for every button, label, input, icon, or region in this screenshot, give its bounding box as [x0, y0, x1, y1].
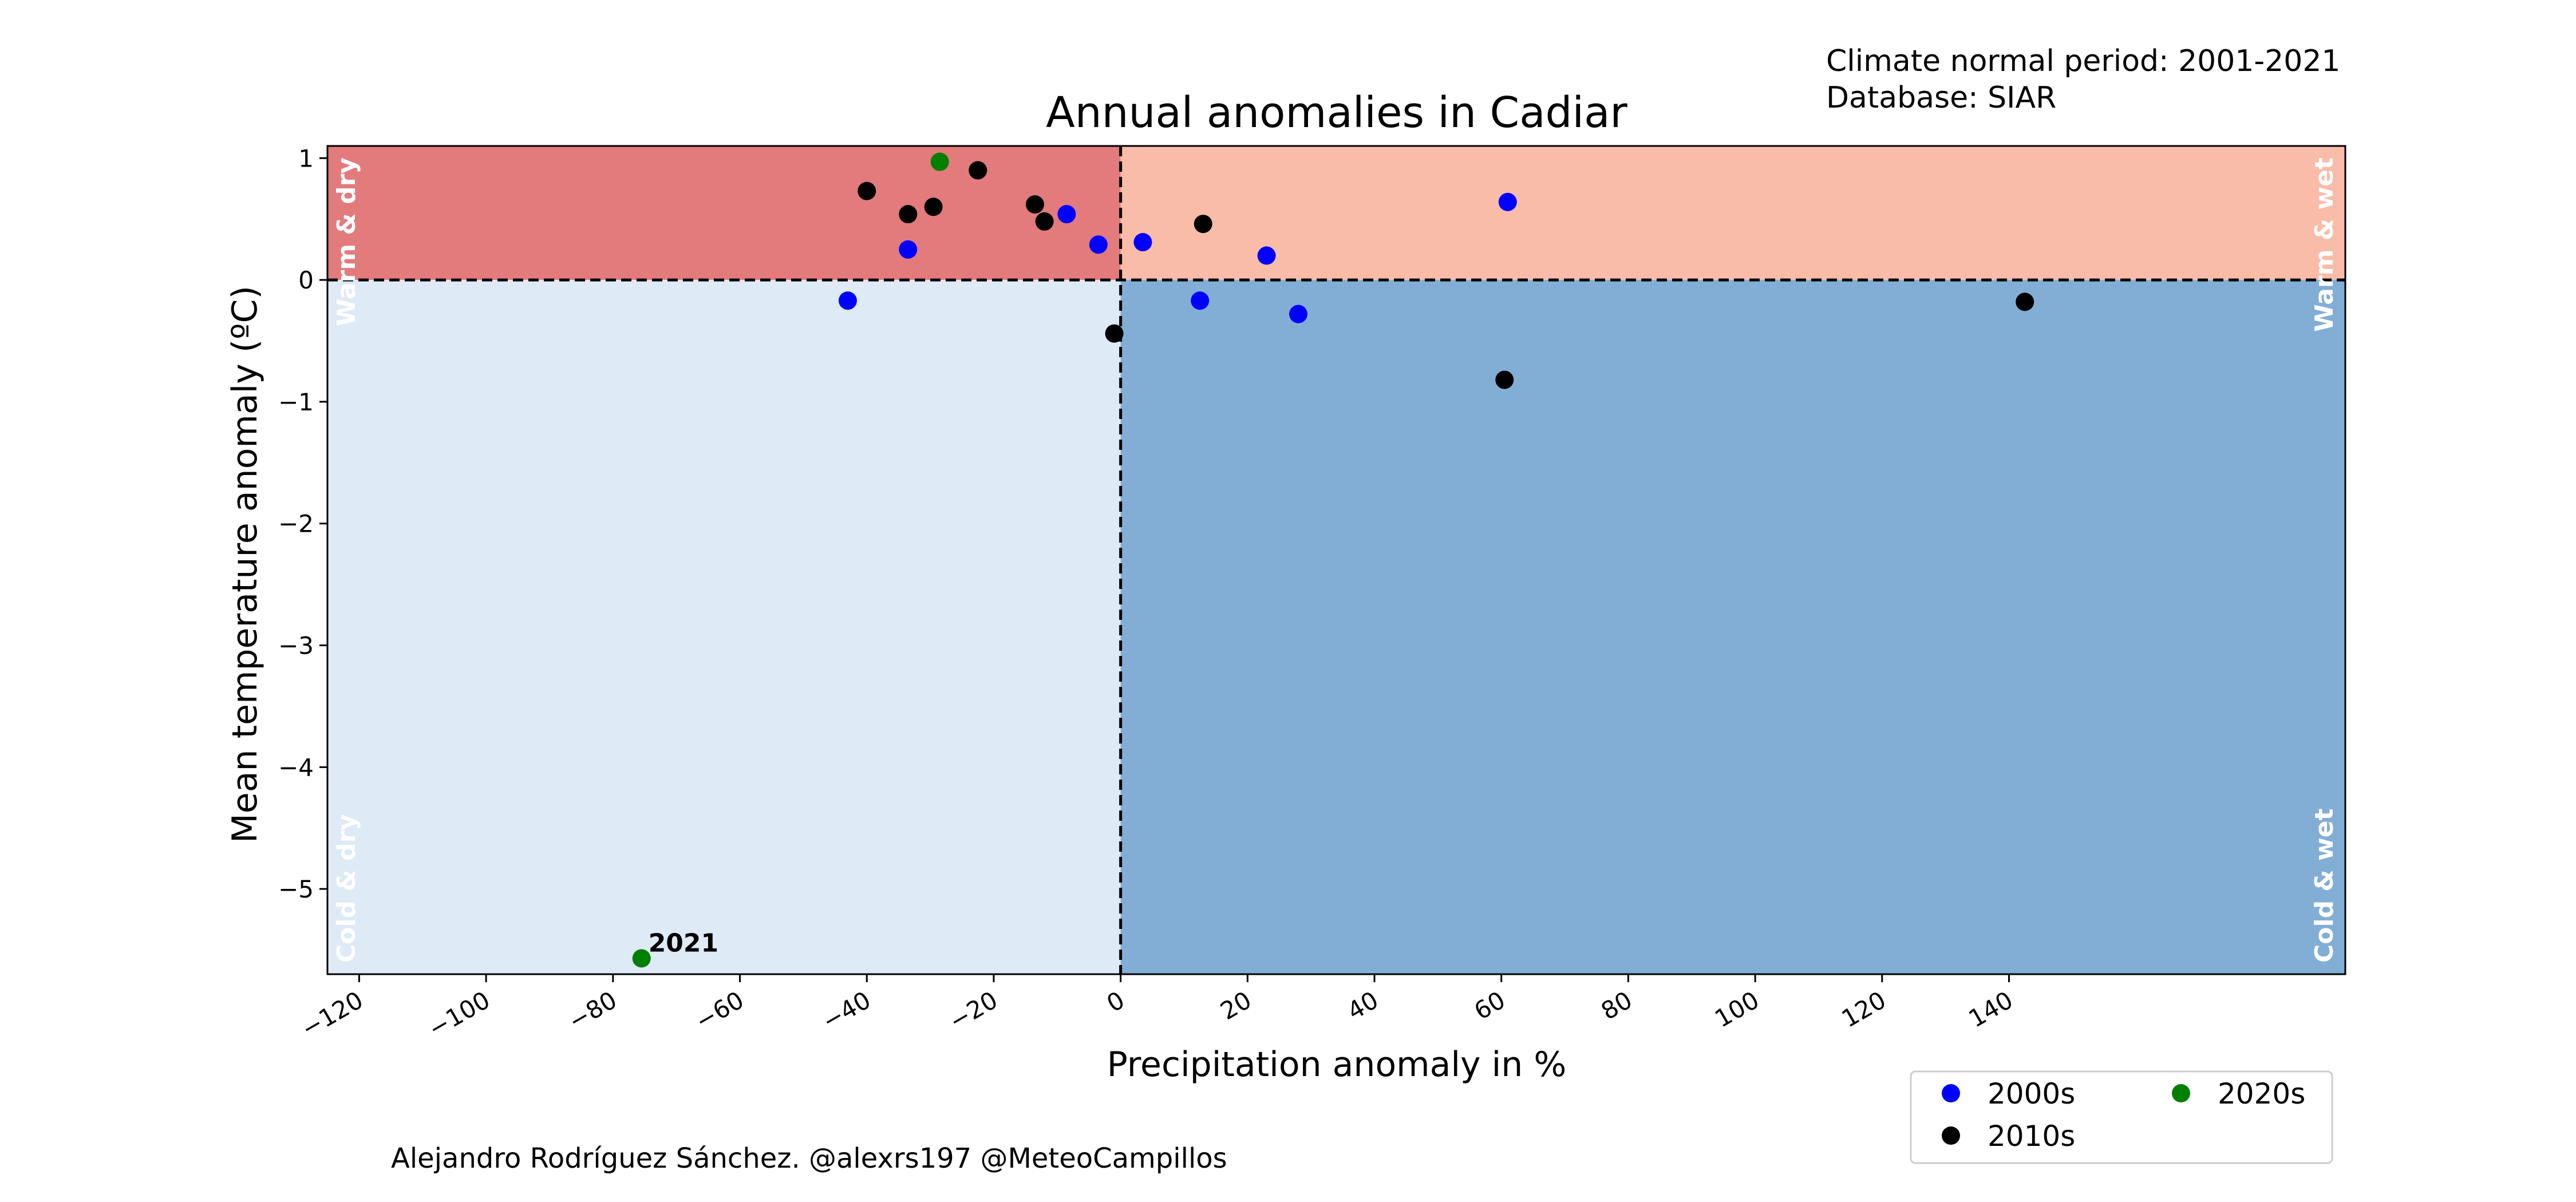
data-point-2000s: [1133, 233, 1152, 252]
x-tick-label: 60: [1469, 986, 1510, 1025]
data-point-2010s: [858, 181, 876, 200]
data-point-2000s: [1191, 291, 1210, 310]
x-tick-label: 120: [1837, 986, 1891, 1033]
point-label: 2021: [649, 928, 718, 958]
data-point-2000s: [1498, 192, 1517, 211]
legend-label-2010s: 2010s: [1988, 1120, 2075, 1153]
y-tick-label: −4: [278, 753, 314, 781]
y-axis-label: Mean temperature anomaly (ºC): [225, 286, 265, 843]
quadrant-warm-dry: [327, 146, 1121, 280]
data-point-2000s: [838, 291, 857, 310]
data-point-2010s: [2016, 292, 2034, 311]
x-tick-label: −80: [564, 986, 622, 1035]
x-tick-label: 20: [1216, 986, 1257, 1025]
label-cold-wet: Cold & wet: [2310, 808, 2339, 963]
data-point-2020s: [632, 949, 651, 968]
data-point-2010s: [1105, 324, 1124, 343]
data-point-2010s: [924, 197, 943, 216]
x-axis-label: Precipitation anomaly in %: [1107, 1045, 1567, 1085]
data-point-2010s: [1194, 215, 1212, 234]
credit-text: Alejandro Rodríguez Sánchez. @alexrs197 …: [391, 1142, 1227, 1175]
data-point-2000s: [1089, 235, 1108, 254]
info-line-database: Database: SIAR: [1826, 81, 2056, 115]
x-tick-label: 40: [1342, 986, 1383, 1025]
quadrant-labels: Warm & dry Warm & wet Cold & dry Cold & wet: [332, 157, 2339, 963]
y-tick-label: −5: [278, 875, 314, 903]
legend-label-2000s: 2000s: [1988, 1077, 2075, 1110]
x-tick-label: −120: [297, 986, 368, 1043]
x-tick-label: 100: [1710, 986, 1764, 1033]
x-tick-label: 0: [1102, 986, 1129, 1018]
chart-title: Annual anomalies in Cadiar: [1046, 88, 1627, 137]
data-point-2010s: [969, 161, 987, 180]
x-axis-ticks: −120 −100 −80 −60 −40 −20 0 20 40 60 80 100 120 140: [297, 974, 2018, 1043]
y-axis-ticks: 1 0 −1 −2 −3 −4 −5: [278, 144, 327, 903]
x-tick-label: 80: [1597, 986, 1637, 1025]
label-warm-wet: Warm & wet: [2310, 157, 2339, 332]
data-point-2000s: [1289, 305, 1307, 323]
quadrant-backgrounds: [327, 146, 2345, 975]
x-tick-label: 140: [1964, 986, 2018, 1033]
x-tick-label: −100: [424, 986, 495, 1043]
reference-lines: [327, 146, 2345, 974]
data-point-2010s: [1025, 195, 1044, 214]
data-point-2000s: [1057, 205, 1076, 224]
quadrant-cold-wet: [1120, 280, 2345, 975]
y-tick-label: −1: [278, 388, 314, 416]
x-tick-label: −20: [945, 986, 1002, 1035]
quadrant-warm-wet: [1120, 146, 2345, 280]
data-point-2020s: [930, 152, 949, 171]
legend-marker-2000s: [1942, 1084, 1960, 1102]
data-point-2000s: [1257, 246, 1276, 265]
y-tick-label: 1: [298, 144, 314, 172]
legend-marker-2010s: [1942, 1126, 1960, 1145]
info-line-period: Climate normal period: 2001-2021: [1826, 44, 2341, 78]
plot-frame: [326, 145, 2346, 975]
x-tick-label: −60: [690, 986, 748, 1035]
data-points: 2021: [632, 152, 2034, 968]
x-tick-label: −40: [817, 986, 875, 1035]
legend-label-2020s: 2020s: [2218, 1077, 2305, 1110]
data-point-2010s: [1495, 370, 1514, 389]
label-warm-dry: Warm & dry: [332, 157, 361, 326]
data-point-2010s: [899, 205, 918, 224]
y-tick-label: 0: [298, 266, 314, 294]
legend-frame: [1910, 1070, 2333, 1164]
legend-marker-2020s: [2172, 1084, 2190, 1102]
y-tick-label: −3: [278, 631, 314, 659]
legend: 2000s 2010s 2020s: [1910, 1070, 2333, 1164]
data-point-2000s: [899, 240, 918, 259]
y-tick-label: −2: [278, 510, 314, 538]
label-cold-dry: Cold & dry: [332, 814, 361, 963]
data-point-2010s: [1035, 212, 1054, 231]
quadrant-cold-dry: [327, 280, 1121, 975]
